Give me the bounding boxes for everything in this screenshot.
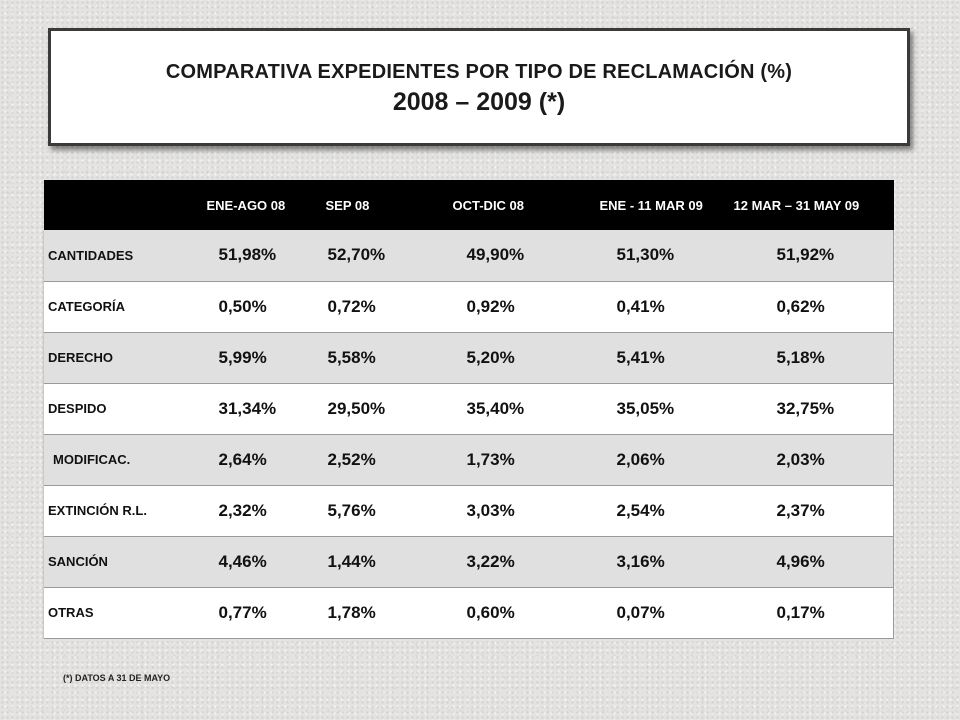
table-cell: 29,50% — [327, 398, 386, 418]
row-label: CANTIDADES — [43, 230, 204, 281]
table-row: MODIFICAC. 2,64% 2,52% 1,73% 2,06% 2,03% — [43, 434, 894, 485]
table-cell: 5,76% — [327, 500, 376, 520]
row-label: SANCIÓN — [43, 536, 204, 587]
row-label: MODIFICAC. — [43, 434, 204, 485]
table-cell: 3,22% — [466, 551, 515, 571]
table-cell: 2,64% — [218, 449, 267, 469]
table-header-row: ENE-AGO 08 SEP 08 OCT-DIC 08 ENE - 11 MA… — [43, 180, 894, 230]
table-row: CANTIDADES 51,98% 52,70% 49,90% 51,30% 51,92% — [43, 230, 894, 281]
table-cell: 4,96% — [733, 536, 894, 587]
footnote: (*) DATOS A 31 DE MAYO — [63, 673, 171, 683]
comparison-table: ENE-AGO 08 SEP 08 OCT-DIC 08 ENE - 11 MA… — [43, 180, 894, 639]
table-cell: 2,52% — [327, 449, 376, 469]
table-cell: 32,75% — [733, 383, 894, 434]
row-label: EXTINCIÓN R.L. — [43, 485, 204, 536]
table-cell: 0,92% — [466, 296, 515, 316]
table-cell: 0,17% — [733, 587, 894, 638]
table-cell: 5,41% — [616, 347, 665, 367]
table-cell: 3,03% — [466, 500, 515, 520]
table-cell: 51,92% — [733, 230, 894, 281]
table-cell: 2,37% — [733, 485, 894, 536]
column-header: ENE - 11 MAR 09 — [599, 197, 703, 213]
column-header — [44, 180, 204, 230]
table-cell: 5,99% — [218, 347, 267, 367]
table-cell: 49,90% — [466, 245, 525, 265]
table-cell: 0,41% — [616, 296, 665, 316]
column-header: SEP 08 — [325, 197, 370, 213]
page-subtitle: 2008 – 2009 (*) — [392, 88, 566, 116]
table-cell: 3,16% — [616, 551, 665, 571]
title-box: COMPARATIVA EXPEDIENTES POR TIPO DE RECL… — [48, 28, 910, 146]
table-cell: 31,34% — [218, 398, 277, 418]
table-cell: 4,46% — [218, 551, 267, 571]
table-row: DESPIDO 31,34% 29,50% 35,40% 35,05% 32,75% — [43, 383, 894, 434]
table-row: DERECHO 5,99% 5,58% 5,20% 5,41% 5,18% — [43, 332, 894, 383]
comparison-table-container: ENE-AGO 08 SEP 08 OCT-DIC 08 ENE - 11 MA… — [43, 180, 894, 639]
column-header: OCT-DIC 08 — [452, 197, 525, 213]
table-row: OTRAS 0,77% 1,78% 0,60% 0,07% 0,17% — [43, 587, 894, 638]
table-row: EXTINCIÓN R.L. 2,32% 5,76% 3,03% 2,54% 2,37% — [43, 485, 894, 536]
table-cell: 5,20% — [466, 347, 515, 367]
column-header: ENE-AGO 08 — [206, 197, 286, 213]
table-cell: 0,62% — [733, 281, 894, 332]
table-row: SANCIÓN 4,46% 1,44% 3,22% 3,16% 4,96% — [43, 536, 894, 587]
table-cell: 51,98% — [218, 245, 277, 265]
table-cell: 51,30% — [616, 245, 675, 265]
table-cell: 5,18% — [733, 332, 894, 383]
table-cell: 52,70% — [327, 245, 386, 265]
table-cell: 5,58% — [327, 347, 376, 367]
row-label: DESPIDO — [43, 383, 204, 434]
table-cell: 1,44% — [327, 551, 376, 571]
column-header: 12 MAR – 31 MAY 09 — [733, 197, 860, 213]
table-cell: 0,50% — [218, 296, 267, 316]
table-cell: 2,03% — [733, 434, 894, 485]
table-cell: 35,40% — [466, 398, 525, 418]
row-label: DERECHO — [43, 332, 204, 383]
table-cell: 35,05% — [616, 398, 675, 418]
table-cell: 2,32% — [218, 500, 267, 520]
row-label: OTRAS — [43, 587, 204, 638]
table-cell: 0,60% — [466, 602, 515, 622]
table-cell: 0,77% — [218, 602, 267, 622]
table-cell: 0,07% — [616, 602, 665, 622]
table-cell: 1,78% — [327, 602, 376, 622]
page-title: COMPARATIVA EXPEDIENTES POR TIPO DE RECL… — [165, 61, 793, 83]
table-cell: 2,54% — [616, 500, 665, 520]
table-cell: 2,06% — [616, 449, 665, 469]
table-row: CATEGORÍA 0,50% 0,72% 0,92% 0,41% 0,62% — [43, 281, 894, 332]
table-body: CANTIDADES 51,98% 52,70% 49,90% 51,30% 51,92%… — [43, 230, 894, 638]
table-cell: 0,72% — [327, 296, 376, 316]
row-label: CATEGORÍA — [43, 281, 204, 332]
table-cell: 1,73% — [466, 449, 515, 469]
